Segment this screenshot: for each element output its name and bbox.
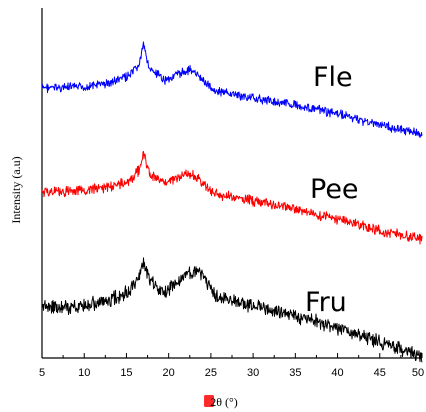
x-tick-label: 20 [163, 367, 175, 379]
x-tick-label: 35 [289, 367, 301, 379]
series-line-pee [41, 150, 423, 245]
x-tick-label: 15 [120, 367, 132, 379]
x-tick-label: 25 [205, 367, 217, 379]
series-line-fru [41, 257, 423, 363]
x-tick-label: 45 [374, 367, 386, 379]
red-square-icon [204, 395, 214, 407]
x-tick-label: 10 [78, 367, 90, 379]
x-axis-ticks: 5 10 15 20 25 30 35 40 45 50 [39, 353, 424, 379]
x-tick-label: 50 [412, 367, 424, 379]
series-label-pee: Pee [310, 174, 359, 205]
series-label-fru: Fru [305, 287, 347, 318]
x-tick-label: 5 [39, 367, 45, 379]
series-labels: Fle Pee Fru [305, 62, 359, 318]
series-label-fle: Fle [313, 62, 353, 93]
series-group [41, 41, 423, 363]
y-axis-title: Intensity (a.u) [9, 156, 23, 223]
x-axis-title: 2θ (°) [210, 395, 238, 409]
series-line-fle [41, 41, 423, 138]
x-tick-label: 40 [331, 367, 343, 379]
x-tick-label: 30 [247, 367, 259, 379]
